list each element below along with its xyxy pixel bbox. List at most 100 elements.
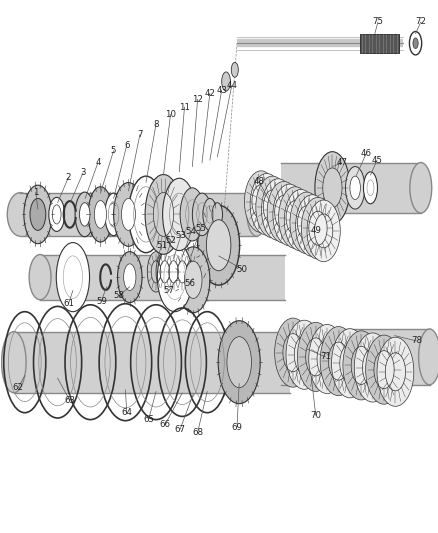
Text: 45: 45 [371,156,381,165]
Text: 59: 59 [95,296,106,305]
Text: 44: 44 [226,81,237,90]
Text: 7: 7 [137,130,142,139]
Ellipse shape [286,320,322,389]
Ellipse shape [212,203,222,226]
Text: 65: 65 [143,415,154,424]
Text: 61: 61 [63,299,74,308]
Text: 58: 58 [113,291,124,300]
Ellipse shape [124,264,136,290]
Text: 69: 69 [231,423,242,432]
Ellipse shape [331,329,367,398]
Text: 51: 51 [156,241,167,250]
Text: 43: 43 [215,85,227,94]
Text: 5: 5 [111,146,116,155]
Text: 3: 3 [80,168,85,177]
Ellipse shape [180,188,204,241]
Ellipse shape [363,172,377,204]
Text: 72: 72 [414,18,425,27]
Text: 6: 6 [124,141,129,150]
Text: 62: 62 [13,383,24,392]
Ellipse shape [306,200,339,262]
Ellipse shape [128,176,163,253]
Ellipse shape [176,247,209,313]
Ellipse shape [2,332,26,393]
Bar [20,192,256,236]
Text: 71: 71 [319,352,330,361]
Text: 55: 55 [195,224,206,233]
Ellipse shape [202,198,216,230]
Ellipse shape [88,187,113,242]
Ellipse shape [278,187,311,248]
Ellipse shape [147,252,164,292]
Text: 50: 50 [236,265,247,273]
Ellipse shape [418,329,438,385]
Ellipse shape [29,255,51,300]
Ellipse shape [30,198,46,230]
Ellipse shape [117,252,142,303]
Ellipse shape [261,179,294,240]
Ellipse shape [184,261,201,298]
Ellipse shape [182,252,199,292]
Bar [14,332,289,393]
Ellipse shape [94,200,106,228]
Ellipse shape [376,337,413,406]
Text: 4: 4 [95,158,100,167]
Ellipse shape [250,173,283,235]
Bar [359,34,398,53]
Text: 12: 12 [192,94,203,103]
Ellipse shape [255,176,288,238]
Text: 10: 10 [165,110,176,119]
Text: 67: 67 [174,425,185,434]
Bar [40,255,285,300]
Ellipse shape [218,321,260,403]
Ellipse shape [267,181,300,243]
Ellipse shape [226,337,251,387]
Ellipse shape [113,182,143,246]
Text: 46: 46 [360,149,371,158]
Text: 56: 56 [184,279,195,288]
Ellipse shape [173,252,191,292]
Text: 53: 53 [175,231,186,240]
Text: 68: 68 [192,428,203,437]
Ellipse shape [319,327,356,395]
Text: 54: 54 [185,228,196,237]
Text: 2: 2 [66,173,71,182]
Ellipse shape [157,243,192,312]
Text: 48: 48 [253,177,264,186]
Ellipse shape [221,72,230,91]
Ellipse shape [49,197,64,231]
Ellipse shape [155,252,173,292]
Text: 57: 57 [163,286,174,295]
Ellipse shape [412,38,417,49]
Ellipse shape [349,176,360,199]
Ellipse shape [244,171,277,232]
Ellipse shape [231,62,238,77]
Text: 66: 66 [159,421,170,430]
Text: 47: 47 [336,158,347,167]
Text: 52: 52 [166,237,177,246]
Ellipse shape [308,325,345,393]
Ellipse shape [342,331,379,400]
Bar [280,329,428,385]
Ellipse shape [345,166,364,209]
Text: 63: 63 [64,396,75,405]
Ellipse shape [297,322,333,391]
Ellipse shape [197,205,239,285]
Text: 1: 1 [33,188,39,197]
Ellipse shape [284,189,317,251]
Ellipse shape [206,220,230,271]
Ellipse shape [247,192,266,236]
Ellipse shape [105,193,122,236]
Ellipse shape [121,198,135,230]
Ellipse shape [314,152,349,224]
Text: 64: 64 [121,408,132,417]
Ellipse shape [365,335,402,404]
Ellipse shape [300,197,334,259]
Ellipse shape [24,185,52,244]
Bar [280,163,420,213]
Text: 11: 11 [179,102,190,111]
Text: 42: 42 [204,88,215,98]
Ellipse shape [75,192,94,237]
Ellipse shape [409,163,431,213]
Ellipse shape [353,333,390,402]
